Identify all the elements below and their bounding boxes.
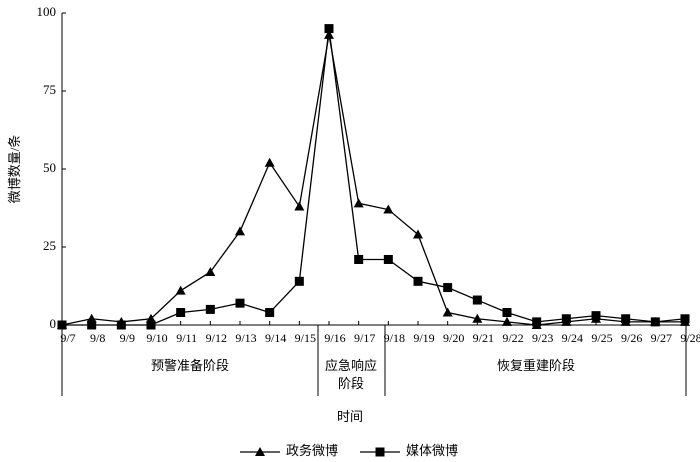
point <box>472 313 483 323</box>
series-line <box>61 34 685 326</box>
phase-label: 恢复重建阶段 <box>497 358 575 373</box>
point <box>116 320 126 330</box>
point <box>146 320 156 330</box>
point <box>561 314 571 324</box>
x-tick-label: 9/18 <box>384 331 405 345</box>
point <box>650 317 660 327</box>
x-tick-label: 9/26 <box>621 331 642 345</box>
x-tick-label: 9/21 <box>473 331 494 345</box>
x-tick-label: 9/24 <box>562 331 583 345</box>
x-tick-label: 9/16 <box>324 331 345 345</box>
point <box>294 201 305 211</box>
x-tick-label: 9/22 <box>502 331 523 345</box>
x-tick-label: 9/14 <box>265 331 286 345</box>
point <box>354 254 364 264</box>
point <box>413 276 423 286</box>
point <box>324 24 334 34</box>
phase-label: 应急响应 <box>325 358 377 373</box>
point <box>324 29 334 39</box>
legend-marker <box>375 447 385 457</box>
point <box>472 295 482 305</box>
point <box>205 266 216 276</box>
x-tick-label: 9/13 <box>235 331 256 345</box>
point <box>621 314 631 324</box>
point <box>205 304 215 314</box>
x-tick-label: 9/23 <box>532 331 553 345</box>
x-tick-label: 9/28 <box>680 331 700 345</box>
y-tick-label: 0 <box>50 316 57 331</box>
point <box>443 283 453 293</box>
legend-label: 政务微博 <box>286 443 338 458</box>
y-tick-label: 75 <box>43 82 56 97</box>
point <box>235 226 245 236</box>
y-tick-label: 25 <box>43 238 56 253</box>
x-tick-label: 9/12 <box>206 331 227 345</box>
point <box>383 254 393 264</box>
point <box>442 307 453 317</box>
x-tick-label: 9/10 <box>146 331 167 345</box>
point <box>235 298 245 308</box>
point <box>265 308 275 318</box>
point <box>413 229 423 239</box>
point <box>87 320 97 330</box>
x-tick-label: 9/8 <box>90 331 105 345</box>
point <box>353 198 364 208</box>
point <box>294 276 304 286</box>
phase-label: 预警准备阶段 <box>151 358 229 373</box>
x-tick-label: 9/15 <box>295 331 316 345</box>
x-tick-label: 9/9 <box>120 331 135 345</box>
y-tick-label: 100 <box>37 4 57 19</box>
point <box>176 308 186 318</box>
point <box>57 320 67 330</box>
phase-label: 阶段 <box>338 376 364 391</box>
point <box>502 308 512 318</box>
point <box>502 316 512 326</box>
series-line <box>62 28 686 326</box>
y-tick-label: 50 <box>43 160 56 175</box>
y-axis-label: 微博数量/条 <box>7 135 22 204</box>
x-tick-label: 9/25 <box>591 331 612 345</box>
point <box>264 157 275 167</box>
x-axis-label: 时间 <box>337 409 363 424</box>
point <box>532 317 542 327</box>
legend-marker <box>255 447 265 456</box>
legend-label: 媒体微博 <box>406 443 458 458</box>
x-tick-label: 9/19 <box>413 331 434 345</box>
point <box>175 285 186 295</box>
x-tick-label: 9/20 <box>443 331 464 345</box>
x-tick-label: 9/17 <box>354 331 375 345</box>
x-tick-label: 9/11 <box>176 331 197 345</box>
point <box>591 311 601 321</box>
x-tick-label: 9/7 <box>60 331 75 345</box>
x-tick-label: 9/27 <box>651 331 672 345</box>
point <box>383 204 394 214</box>
point <box>680 314 690 324</box>
